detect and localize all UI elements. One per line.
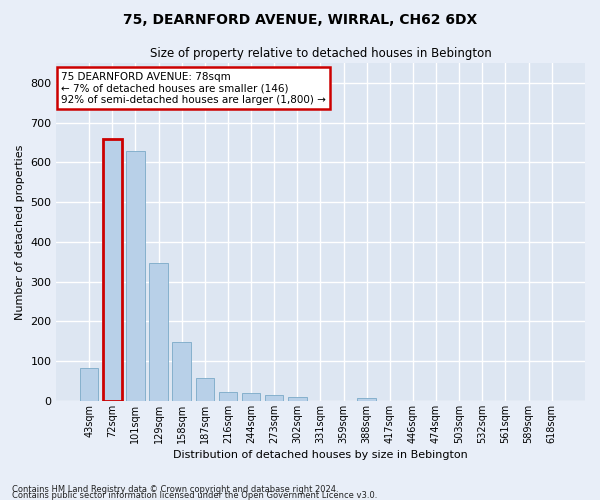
- Title: Size of property relative to detached houses in Bebington: Size of property relative to detached ho…: [149, 48, 491, 60]
- Text: Contains HM Land Registry data © Crown copyright and database right 2024.: Contains HM Land Registry data © Crown c…: [12, 485, 338, 494]
- Bar: [126, 152, 145, 401]
- Bar: [149, 263, 168, 401]
- Text: 75 DEARNFORD AVENUE: 78sqm
← 7% of detached houses are smaller (146)
92% of semi: 75 DEARNFORD AVENUE: 78sqm ← 7% of detac…: [61, 72, 326, 104]
- Bar: [358, 398, 376, 401]
- X-axis label: Distribution of detached houses by size in Bebington: Distribution of detached houses by size …: [173, 450, 468, 460]
- Bar: [103, 138, 122, 401]
- Bar: [265, 395, 283, 401]
- Bar: [242, 393, 260, 401]
- Text: Contains public sector information licensed under the Open Government Licence v3: Contains public sector information licen…: [12, 491, 377, 500]
- Bar: [196, 378, 214, 401]
- Text: 75, DEARNFORD AVENUE, WIRRAL, CH62 6DX: 75, DEARNFORD AVENUE, WIRRAL, CH62 6DX: [123, 12, 477, 26]
- Bar: [288, 397, 307, 401]
- Y-axis label: Number of detached properties: Number of detached properties: [15, 144, 25, 320]
- Bar: [218, 392, 237, 401]
- Bar: [172, 342, 191, 401]
- Bar: [80, 368, 98, 401]
